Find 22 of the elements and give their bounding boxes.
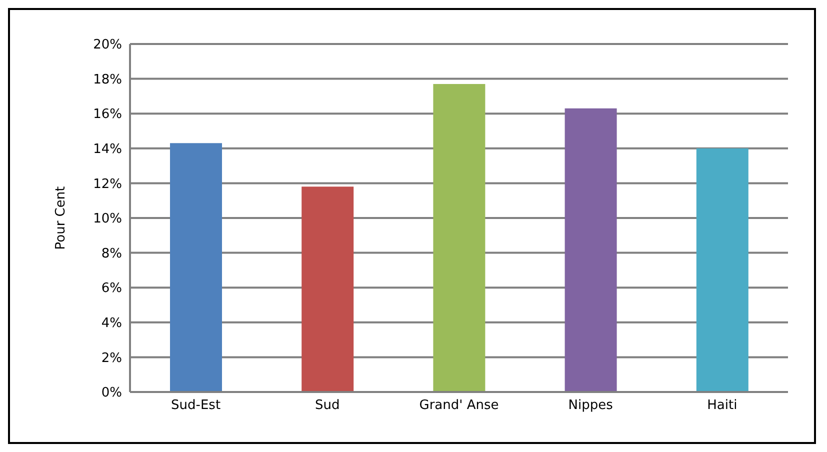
bar: [564, 108, 617, 392]
x-tick-label: Sud: [315, 398, 340, 414]
bar: [302, 186, 354, 392]
y-tick-label: 4%: [101, 316, 122, 332]
y-tick-label: 16%: [93, 107, 122, 122]
y-axis-title: Pour Cent: [54, 186, 69, 250]
y-tick-label: 14%: [93, 142, 122, 158]
bar: [696, 148, 748, 392]
y-tick-label: 18%: [93, 72, 122, 88]
bar: [433, 84, 486, 392]
y-tick-label: 10%: [93, 212, 122, 227]
x-tick-label: Grand' Anse: [419, 398, 499, 414]
y-tick-label: 20%: [93, 38, 122, 53]
x-tick-label: Haiti: [707, 398, 738, 414]
y-tick-label: 2%: [101, 350, 122, 366]
bar: [170, 143, 222, 392]
y-tick-label: 8%: [101, 246, 122, 262]
x-tick-label: Sud-Est: [171, 398, 221, 414]
y-tick-label: 0%: [101, 386, 122, 401]
x-tick-label: Nippes: [568, 398, 614, 414]
y-tick-label: 12%: [93, 176, 122, 192]
y-tick-label: 6%: [101, 281, 122, 296]
